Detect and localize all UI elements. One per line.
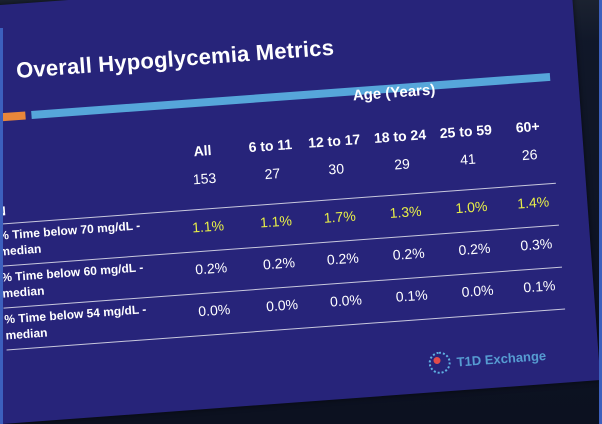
cell-below-54-12-17: 0.0% — [329, 291, 363, 310]
cell-below-54-all: 0.0% — [197, 301, 231, 320]
cell-below-60-60-plus: 0.3% — [519, 235, 553, 254]
column-header-25-59: 25 to 59 — [439, 121, 493, 142]
accent-blue-bar — [31, 72, 551, 120]
column-header-all: All — [192, 141, 213, 160]
age-header: Age (Years) — [352, 81, 436, 105]
cell-below-54-60-plus: 0.1% — [522, 277, 556, 296]
cell-n-18-24: 29 — [393, 155, 411, 173]
cell-n-all: 153 — [192, 169, 217, 188]
cell-below-70-12-17: 1.7% — [323, 207, 357, 226]
cell-below-70-all: 1.1% — [191, 217, 225, 236]
t1d-logo-icon — [427, 351, 452, 375]
screen-frame-left — [0, 28, 3, 424]
column-header-60-plus: 60+ — [515, 117, 541, 136]
cell-below-60-25-59: 0.2% — [457, 239, 491, 259]
accent-orange-bar — [0, 111, 26, 123]
cell-below-60-6-11: 0.2% — [262, 254, 296, 273]
cell-below-70-60-plus: 1.4% — [516, 193, 550, 212]
cell-n-25-59: 41 — [459, 150, 477, 168]
slide-title: Overall Hypoglycemia Metrics — [15, 34, 335, 83]
logo-text: T1D Exchange — [456, 347, 547, 370]
cell-below-70-25-59: 1.0% — [454, 197, 488, 217]
cell-below-54-25-59: 0.0% — [461, 281, 495, 300]
cell-below-54-6-11: 0.0% — [265, 296, 299, 315]
screen-frame-right — [599, 0, 602, 424]
t1d-exchange-logo: T1D Exchange — [427, 344, 547, 375]
cell-below-60-all: 0.2% — [194, 259, 228, 278]
cell-below-60-12-17: 0.2% — [326, 249, 360, 268]
cell-n-6-11: 27 — [264, 164, 281, 183]
cell-below-70-6-11: 1.1% — [259, 212, 293, 231]
cell-below-60-18-24: 0.2% — [392, 244, 426, 263]
cell-n-12-17: 30 — [327, 160, 345, 178]
column-header-6-11: 6 to 11 — [248, 136, 293, 156]
cell-below-54-18-24: 0.1% — [395, 286, 429, 305]
cell-below-70-18-24: 1.3% — [389, 202, 423, 222]
column-header-18-24: 18 to 24 — [373, 126, 427, 146]
cell-n-60-plus: 26 — [521, 146, 539, 164]
column-header-12-17: 12 to 17 — [307, 131, 361, 151]
